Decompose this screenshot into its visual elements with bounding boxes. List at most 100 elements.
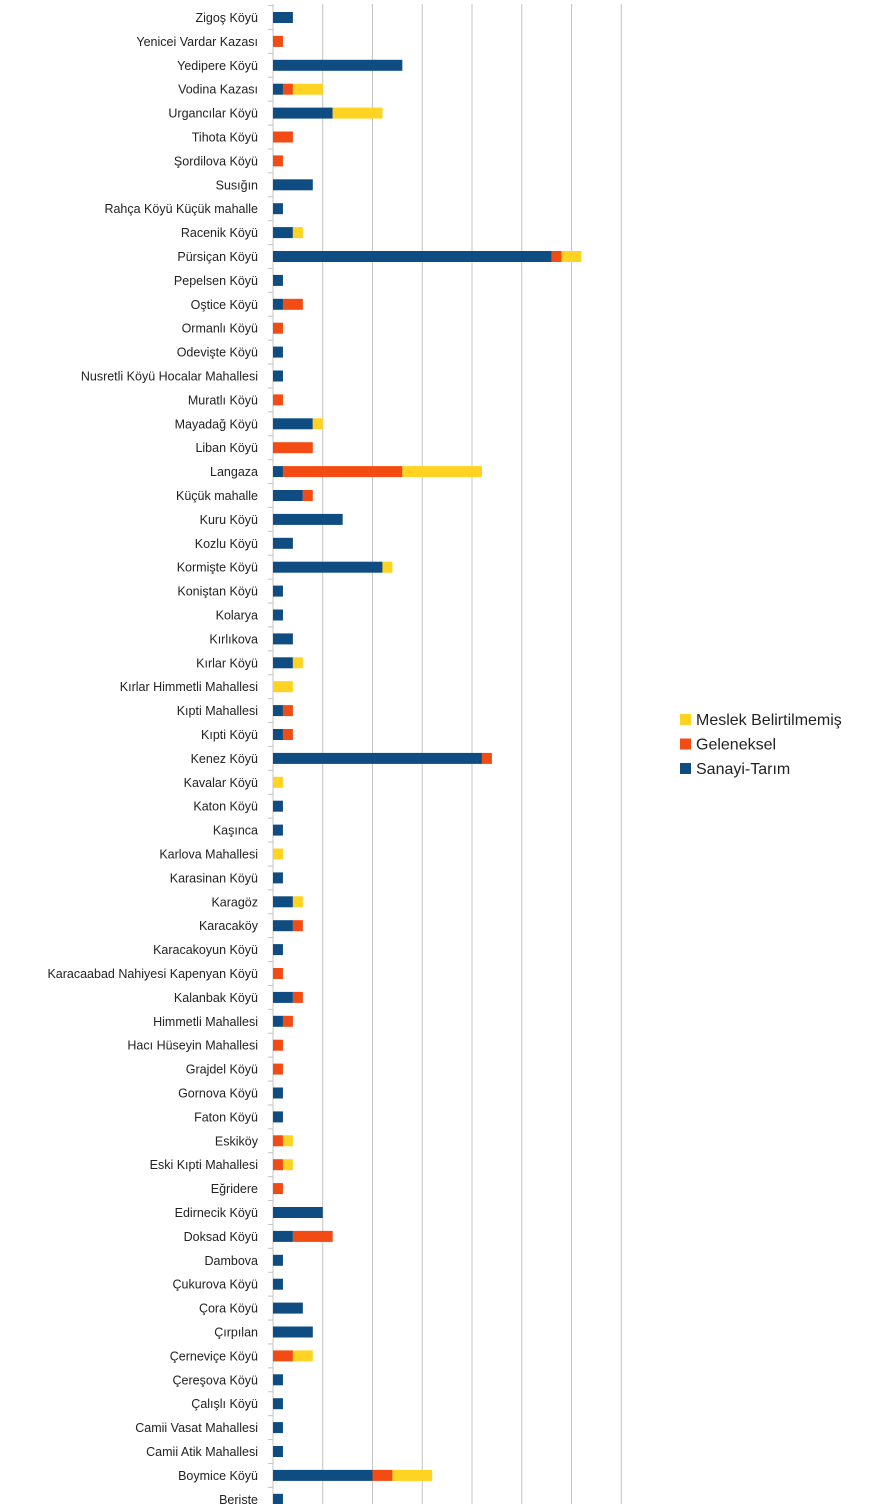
bar-segment	[273, 298, 283, 310]
bar-segment	[551, 251, 562, 262]
category-label: Kuru Köyü	[200, 513, 258, 527]
bar-segment	[273, 561, 383, 573]
category-label: Yedipere Köyü	[177, 59, 258, 73]
bar-segment	[273, 633, 293, 645]
bar-segment	[273, 729, 283, 740]
category-label: Zigoş Köyü	[195, 11, 258, 25]
bar-segment	[273, 1087, 283, 1099]
bar-segment	[273, 1183, 283, 1195]
bar-segment	[273, 1230, 293, 1242]
bar-segment	[292, 1230, 333, 1242]
bar-segment	[273, 83, 283, 95]
legend-swatch	[680, 763, 691, 774]
category-label: Karacaabad Nahiyesi Kapenyan Köyü	[47, 967, 258, 981]
category-label: Liban Köyü	[195, 441, 258, 455]
bar-segment	[292, 896, 303, 908]
category-label: Çalışlı Köyü	[191, 1397, 258, 1411]
category-label: Kaşınca	[213, 824, 258, 838]
bar-segment	[282, 1135, 293, 1147]
category-label: Karacakoyun Köyü	[153, 943, 258, 957]
category-label: Eski Kıpti Mahallesi	[150, 1158, 258, 1172]
bar-segment	[392, 1469, 433, 1481]
bar-segment	[273, 968, 283, 979]
category-label: Tihota Köyü	[192, 131, 258, 145]
bar-segment	[273, 1469, 373, 1481]
category-label: Grajdel Köyü	[186, 1063, 258, 1077]
bar-segment	[273, 824, 283, 836]
category-label: Karacaköy	[199, 919, 259, 933]
bar-segment	[292, 83, 323, 95]
bar-segment	[273, 274, 283, 286]
legend-label: Geleneksel	[696, 737, 776, 754]
bar-segment	[273, 1111, 283, 1123]
category-label: Kolarya	[216, 609, 258, 623]
bar-segment	[382, 561, 393, 573]
category-label: Katon Köyü	[193, 800, 258, 814]
bar-segment	[332, 107, 383, 119]
category-label: Vodina Kazası	[178, 83, 258, 97]
bar-segment	[282, 1015, 293, 1027]
category-label: Eskiköy	[215, 1134, 259, 1148]
bar-segment	[481, 752, 492, 764]
category-label: Rahça Köyü Küçük mahalle	[104, 202, 258, 216]
category-label: Racenik Köyü	[181, 226, 258, 240]
category-label: Faton Köyü	[194, 1110, 258, 1124]
bar-segment	[273, 1254, 283, 1266]
bar-segment	[273, 920, 293, 932]
bar-segment	[282, 83, 293, 95]
bar-segment	[273, 418, 313, 430]
bar-segment	[312, 418, 323, 430]
category-label: Camii Atik Mahallesi	[146, 1445, 258, 1459]
bar-segment	[273, 1135, 283, 1147]
legend-swatch	[680, 714, 691, 725]
category-label: Dambova	[205, 1254, 259, 1268]
bar-segment	[273, 752, 482, 764]
category-label: Boymice Köyü	[178, 1469, 258, 1483]
bar-segment	[273, 1374, 283, 1386]
category-label: Kalanbak Köyü	[174, 991, 258, 1005]
category-label: Kıpti Mahallesi	[177, 704, 258, 718]
category-label: Edirnecik Köyü	[175, 1206, 258, 1220]
bar-segment	[273, 394, 283, 406]
bar-segment	[273, 896, 293, 908]
bar-segment	[292, 657, 303, 669]
category-label: Urgancılar Köyü	[168, 107, 258, 121]
bar-segment	[402, 466, 482, 478]
category-label: Pürsiçan Köyü	[177, 250, 258, 264]
bar-segment	[292, 991, 303, 1003]
category-label: Çerneviçe Köyü	[170, 1349, 258, 1363]
bar-segment	[273, 872, 283, 884]
bar-segment	[273, 705, 283, 717]
bar-segment	[273, 155, 283, 167]
category-label: Pepelsen Köyü	[174, 274, 258, 288]
bar-segment	[273, 227, 293, 239]
bar-segment	[273, 657, 293, 669]
category-label: Yenicei Vardar Kazası	[136, 35, 258, 49]
legend-label: Meslek Belirtilmemiş	[696, 712, 842, 729]
category-label: Nusretli Köyü Hocalar Mahallesi	[81, 370, 258, 384]
bar-segment	[273, 107, 333, 119]
bar-segment	[273, 322, 283, 334]
bar-segment	[273, 12, 293, 23]
bar-segment	[273, 991, 293, 1003]
bar-segment	[273, 1278, 283, 1290]
bar-segment	[302, 490, 313, 501]
bar-segment	[292, 1350, 313, 1362]
bar-segment	[273, 1446, 283, 1457]
bar-segment	[273, 251, 552, 262]
bar-segment	[273, 537, 293, 549]
category-label: Mayadağ Köyü	[175, 417, 258, 431]
bar-segment	[273, 346, 283, 358]
bar-segment	[273, 490, 303, 501]
category-label: Doksad Köyü	[184, 1230, 258, 1244]
category-label: Kenez Köyü	[191, 752, 258, 766]
category-label: Karlova Mahallesi	[159, 848, 258, 862]
category-label: Himmetli Mahallesi	[153, 1015, 258, 1029]
category-label: Ormanlı Köyü	[182, 322, 258, 336]
bar-segment	[273, 776, 283, 788]
bar-segment	[273, 609, 283, 621]
bar-segment	[282, 729, 293, 740]
bar-segment	[273, 1350, 293, 1362]
category-label: Küçük mahalle	[176, 489, 258, 503]
